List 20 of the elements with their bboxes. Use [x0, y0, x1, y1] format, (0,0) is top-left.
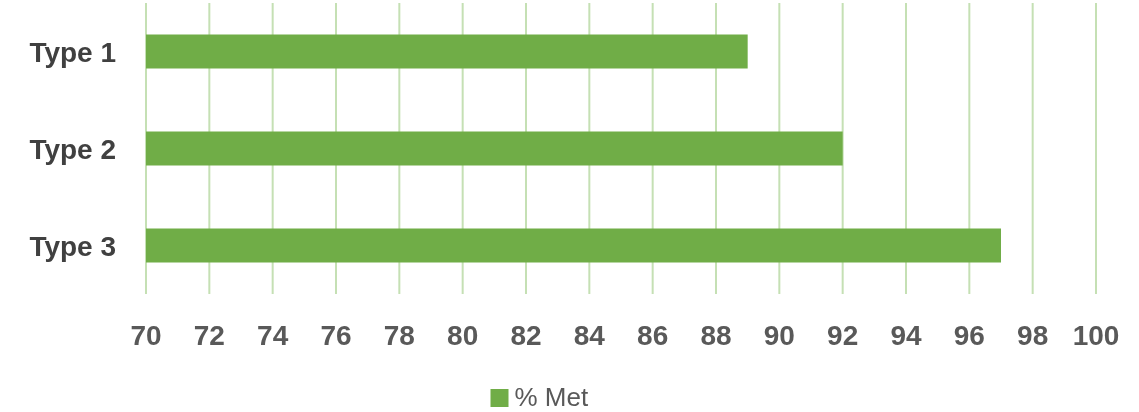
- x-tick-label: 90: [763, 320, 795, 351]
- x-tick-label: 86: [637, 320, 669, 351]
- x-tick-label: 88: [700, 320, 732, 351]
- x-tick-label: 96: [953, 320, 985, 351]
- x-tick-label: 76: [320, 320, 352, 351]
- x-tick-label: 80: [447, 320, 479, 351]
- x-tick-label: 98: [1017, 320, 1049, 351]
- x-tick-label: 82: [510, 320, 542, 351]
- x-tick-label: 72: [193, 320, 225, 351]
- x-tick-label: 74: [257, 320, 289, 351]
- y-tick-label: Type 2: [29, 133, 116, 165]
- x-tick-label: 92: [827, 320, 859, 351]
- x-tick-label: 100: [1072, 320, 1120, 351]
- x-tick-label: 84: [573, 320, 606, 351]
- x-tick-label: 78: [383, 320, 415, 351]
- y-tick-label: Type 1: [29, 36, 116, 68]
- x-tick-label: 70: [130, 320, 162, 351]
- x-tick-label: 94: [890, 320, 922, 351]
- y-tick-label: Type 3: [29, 230, 116, 262]
- legend-label: % Met: [514, 382, 589, 412]
